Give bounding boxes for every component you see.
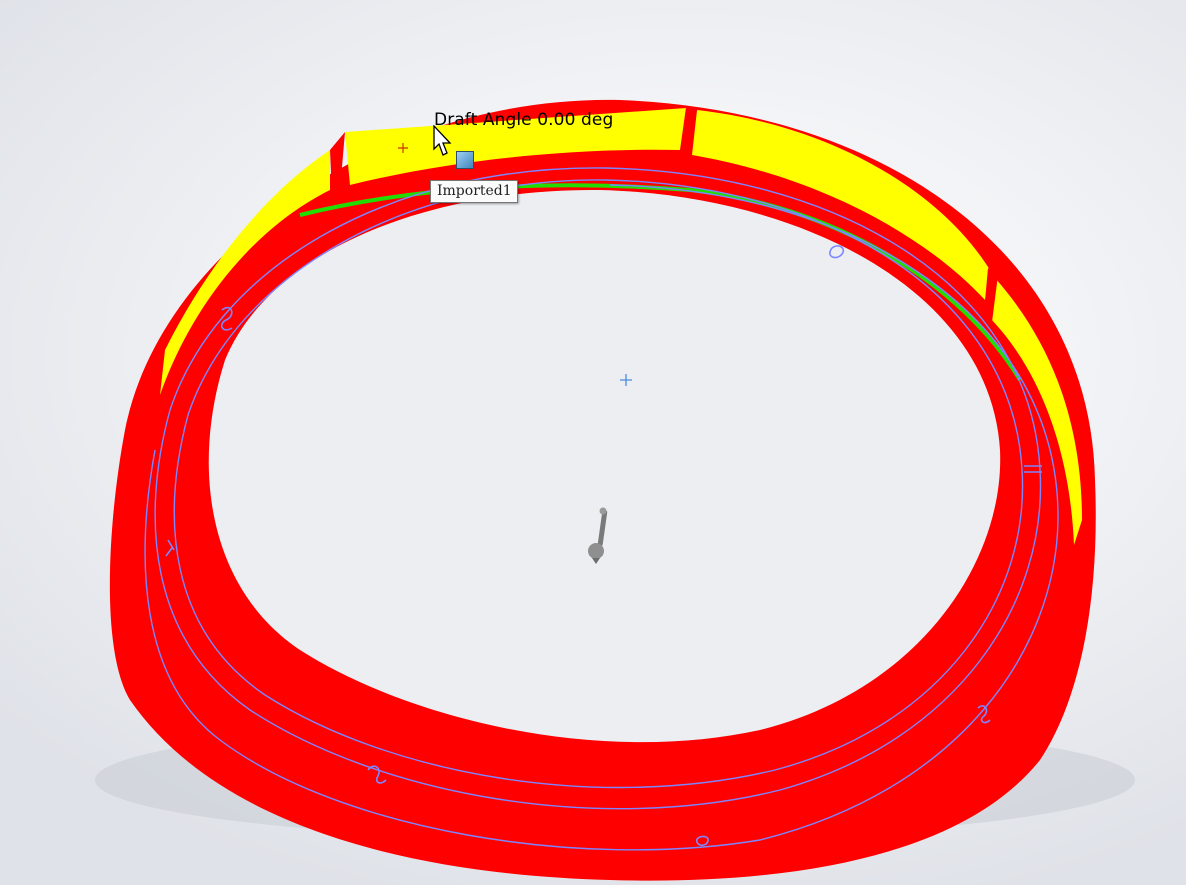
view-triad-icon[interactable] (586, 504, 612, 568)
edge-outlines (144, 167, 1059, 851)
entity-tooltip: Imported1 (430, 180, 518, 203)
ring-inner-hole (208, 189, 1001, 743)
face-divider-1 (330, 132, 345, 195)
red-origin-icon (398, 143, 408, 153)
zero-draft-face-left[interactable] (160, 150, 330, 395)
face-divider-3 (984, 268, 998, 322)
zero-draft-face-right[interactable] (990, 278, 1082, 545)
engraved-marks (165, 245, 1042, 847)
draft-angle-readout: Draft Angle 0.00 deg (434, 110, 614, 130)
zero-draft-face-top[interactable] (345, 108, 686, 185)
zero-draft-face-right-top[interactable] (692, 110, 990, 300)
origin-icon (620, 374, 632, 386)
selection-handle-icon[interactable] (456, 151, 474, 169)
face-divider-2 (680, 108, 697, 156)
mouse-cursor-icon (433, 125, 452, 156)
